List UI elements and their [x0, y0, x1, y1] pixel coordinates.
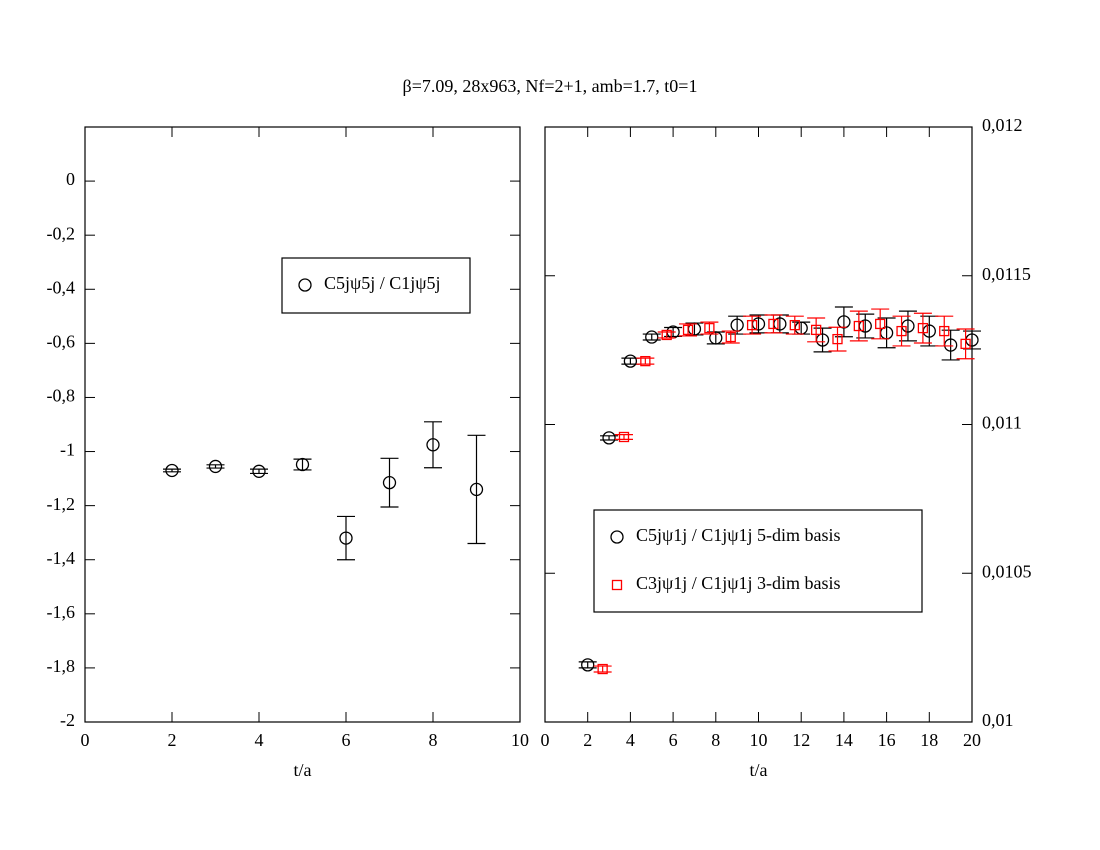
y-tick-label: 0,01	[982, 710, 1014, 730]
y-tick-label: -1,8	[47, 656, 76, 676]
y-tick-label: -0,8	[47, 386, 76, 406]
y-tick-label: 0,0105	[982, 561, 1032, 581]
marker	[875, 318, 886, 330]
x-tick-label: 4	[626, 730, 635, 750]
marker	[469, 482, 484, 497]
y-tick-label: 0,012	[982, 115, 1023, 135]
marker	[295, 457, 310, 472]
marker	[917, 322, 929, 334]
x-tick-label: 14	[835, 730, 853, 750]
y-tick-label: -1	[60, 440, 75, 460]
x-tick-label: 12	[792, 730, 810, 750]
marker	[746, 319, 758, 331]
marker	[165, 463, 179, 478]
x-tick-label: 18	[920, 730, 938, 750]
x-tick-label: 10	[511, 730, 529, 750]
marker	[661, 329, 672, 341]
y-tick-label: -1,6	[47, 602, 76, 622]
legend-marker	[298, 278, 312, 292]
x-axis-label: t/a	[294, 760, 312, 780]
plot-frame	[544, 126, 973, 723]
x-tick-label: 6	[669, 730, 678, 750]
marker	[810, 324, 822, 336]
marker	[837, 315, 851, 329]
y-tick-label: 0,011	[982, 413, 1022, 433]
legend-label: C3jψ1j / C1jψ1j 3-dim basis	[636, 573, 841, 593]
y-tick-label: -0,4	[47, 277, 76, 297]
marker	[382, 475, 397, 490]
y-tick-label: -1,2	[47, 494, 76, 514]
y-tick-label: -1,4	[47, 548, 76, 568]
legend-marker	[611, 579, 623, 591]
x-tick-label: 0	[81, 730, 90, 750]
marker	[208, 459, 223, 474]
marker	[640, 355, 651, 367]
x-tick-label: 2	[168, 730, 177, 750]
y-tick-label: -0,6	[47, 331, 76, 351]
marker	[768, 318, 779, 330]
marker	[645, 330, 659, 344]
y-tick-label: -0,2	[47, 223, 76, 243]
marker	[602, 431, 616, 445]
marker	[597, 663, 608, 675]
x-tick-label: 4	[255, 730, 264, 750]
legend-label: C5jψ5j / C1jψ5j	[324, 273, 441, 293]
y-tick-label: 0,0115	[982, 264, 1031, 284]
y-tick-label: 0	[66, 169, 75, 189]
x-tick-label: 0	[541, 730, 550, 750]
marker	[704, 322, 715, 334]
x-tick-label: 20	[963, 730, 981, 750]
x-tick-label: 8	[711, 730, 720, 750]
x-tick-label: 8	[429, 730, 438, 750]
legend-box	[593, 509, 923, 613]
marker	[252, 464, 266, 478]
marker	[939, 325, 950, 337]
x-tick-label: 10	[750, 730, 768, 750]
marker	[426, 438, 440, 452]
marker	[709, 331, 723, 345]
marker	[960, 338, 971, 350]
marker	[896, 325, 907, 337]
y-tick-label: -2	[60, 710, 75, 730]
marker	[853, 320, 864, 332]
marker	[832, 333, 843, 345]
x-tick-label: 2	[583, 730, 592, 750]
chart-title: β=7.09, 28x963, Nf=2+1, amb=1.7, t0=1	[403, 76, 698, 96]
x-tick-label: 16	[878, 730, 896, 750]
marker	[618, 431, 630, 443]
marker	[623, 354, 638, 368]
legend-label: C5jψ1j / C1jψ1j 5-dim basis	[636, 525, 841, 545]
legend-box	[281, 257, 471, 314]
marker	[789, 319, 800, 331]
legend-marker	[610, 530, 624, 544]
marker	[581, 658, 595, 672]
x-axis-label: t/a	[750, 760, 768, 780]
x-tick-label: 6	[342, 730, 351, 750]
marker	[725, 331, 736, 343]
plot-frame	[84, 126, 521, 723]
marker	[682, 324, 694, 336]
marker	[339, 531, 353, 545]
